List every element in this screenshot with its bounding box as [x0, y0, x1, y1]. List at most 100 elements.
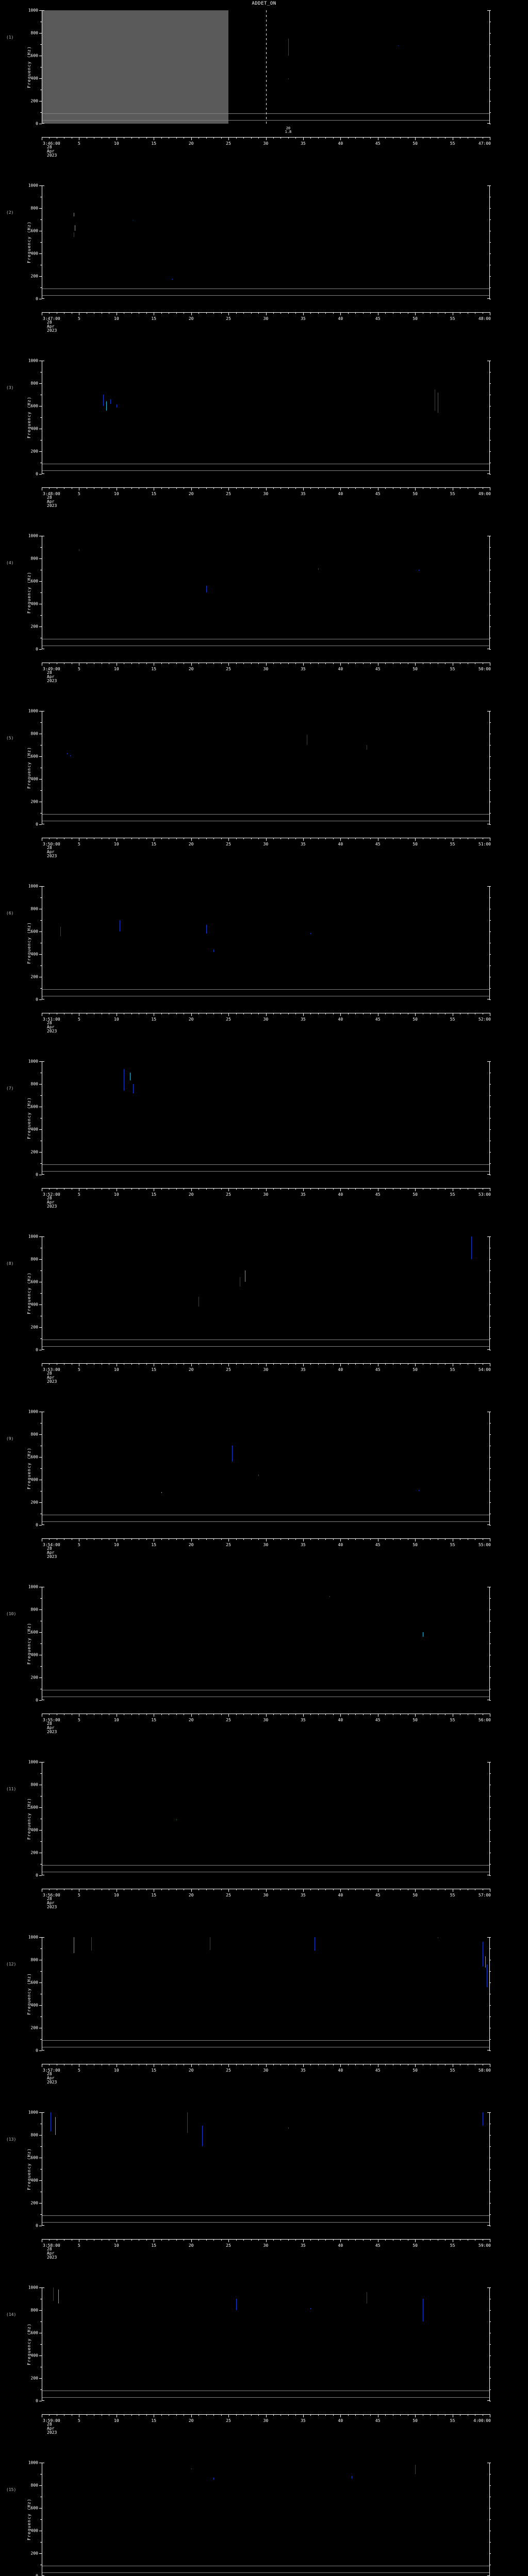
spectrogram-panel[interactable]: 0 200 400 600 800 1000 (7) Frequency (Hz): [0, 1059, 528, 1177]
x-tick-label: 20: [188, 2418, 194, 2423]
x-tick-minor: [295, 137, 296, 139]
x-axis[interactable]: 3:53:00 5 10 15 20 25 30 35 40 45 50 55 54:00 28 Apr 20…: [0, 1363, 528, 1384]
x-axis[interactable]: 3:46:00 5 10 15 20 25 30 35 40 45 50 55 47:00 28 Apr 20…: [0, 137, 528, 158]
plot-area[interactable]: [42, 1587, 490, 1700]
x-tick-minor: [49, 1538, 50, 1540]
x-axis[interactable]: 3:57:00 5 10 15 20 25 30 35 40 45 50 55 58:00 28 Apr 20…: [0, 2064, 528, 2084]
x-tick-minor: [430, 1714, 431, 1715]
y-tick-label: 0: [36, 1172, 38, 1177]
plot-area[interactable]: [42, 1236, 490, 1350]
date-line-1: 28: [47, 1371, 52, 1376]
x-axis[interactable]: 3:49:00 5 10 15 20 25 30 35 40 45 50 55 50:00 28 Apr 20…: [0, 663, 528, 683]
spectrogram-panel[interactable]: 0 200 400 600 800 1000 (10) Frequency (Hz): [0, 1584, 528, 1703]
y-tick-minor: [40, 1841, 42, 1842]
spectrogram-panel[interactable]: 0 200 400 600 800 1000 (8) Frequency (Hz): [0, 1234, 528, 1352]
y-tick-minor-right: [489, 1338, 491, 1339]
plot-area[interactable]: [42, 1412, 490, 1525]
spectrogram-panel[interactable]: 0 200 400 600 800 1000 (9) Frequency (Hz): [0, 1410, 528, 1528]
y-tick-label: 1000: [28, 1584, 38, 1589]
spectrogram-panel[interactable]: 0 200 400 600 800 1000 (4) Frequency (Hz): [0, 534, 528, 652]
x-tick-label: 15: [151, 667, 157, 671]
plot-area[interactable]: [42, 185, 490, 299]
x-tick-label: 35: [301, 141, 306, 146]
x-tick: [266, 2414, 267, 2417]
x-tick: [303, 838, 304, 841]
spectrogram-panel[interactable]: 0 200 400 600 800 1000 (6) Frequency (Hz): [0, 884, 528, 1002]
panel-index-label: (9): [6, 1436, 14, 1442]
spectrogram-panel[interactable]: 0 200 400 600 800 1000 (5) Frequency (Hz): [0, 709, 528, 827]
plot-area[interactable]: [42, 10, 490, 124]
x-axis[interactable]: 3:56:00 5 10 15 20 25 30 35 40 45 50 55 57:00 28 Apr 20…: [0, 1889, 528, 1909]
spectrogram-panel[interactable]: 0 200 400 600 800 1000 (13) Frequency (Hz): [0, 2110, 528, 2228]
x-tick-minor: [400, 1889, 401, 1890]
spectrogram-panel[interactable]: 0 200 400 600 800 1000 (12) Frequency (Hz): [0, 1935, 528, 2053]
x-tick-label: 45: [375, 1367, 381, 1372]
y-tick-label: 0: [36, 121, 38, 126]
plot-area[interactable]: [42, 1762, 490, 1875]
y-tick: [39, 886, 42, 887]
axis-corner: [487, 1236, 490, 1237]
plot-area[interactable]: [42, 1061, 490, 1175]
y-tick-minor-right: [489, 1948, 491, 1949]
y-tick-label: 400: [30, 2003, 38, 2008]
y-tick: [39, 1830, 42, 1831]
date-line-1: 28: [47, 1196, 52, 1200]
plot-area[interactable]: [42, 536, 490, 649]
y-tick-right: [489, 1502, 491, 1503]
x-axis[interactable]: 3:55:00 5 10 15 20 25 30 35 40 45 50 55 56:00 28 Apr 20…: [0, 1714, 528, 1734]
reference-line: [42, 2572, 490, 2573]
x-tick-minor: [243, 1538, 244, 1540]
x-tick-minor: [176, 838, 177, 839]
x-tick-minor: [273, 1363, 274, 1365]
x-axis[interactable]: 3:52:00 5 10 15 20 25 30 35 40 45 50 55 53:00 28 Apr 20…: [0, 1188, 528, 1209]
x-axis[interactable]: 3:47:00 5 10 15 20 25 30 35 40 45 50 55 48:00 28 Apr 20…: [0, 312, 528, 333]
y-tick-right: [489, 1457, 491, 1458]
plot-area[interactable]: [42, 2463, 490, 2576]
spectrogram-panel[interactable]: 0 200 400 600 800 1000 (14) Frequency (Hz): [0, 2285, 528, 2403]
x-axis[interactable]: 3:48:00 5 10 15 20 25 30 35 40 45 50 55 49:00 28 Apr 20…: [0, 487, 528, 508]
x-tick-minor: [236, 1889, 237, 1890]
x-axis[interactable]: 3:51:00 5 10 15 20 25 30 35 40 45 50 55 52:00 28 Apr 20…: [0, 1013, 528, 1033]
x-tick: [340, 137, 341, 140]
x-axis[interactable]: 3:50:00 5 10 15 20 25 30 35 40 45 50 55 51:00 28 Apr 20…: [0, 838, 528, 858]
axis-corner: [42, 886, 44, 887]
x-tick-label: 35: [301, 2068, 306, 2073]
y-tick: [39, 2287, 42, 2288]
x-tick-minor: [280, 1538, 282, 1540]
spectrogram-panel[interactable]: 0 200 400 600 800 1000 (1) Frequency (Hz) 20 1.8: [0, 8, 528, 134]
plot-area[interactable]: [42, 886, 490, 999]
x-tick-minor: [146, 312, 147, 314]
spectrogram-panel[interactable]: 0 200 400 600 800 1000 (15) Frequency (Hz): [0, 2461, 528, 2576]
y-tick-minor: [40, 722, 42, 723]
y-tick-right: [489, 2287, 491, 2288]
y-tick: [39, 1061, 42, 1062]
plot-area[interactable]: [42, 2112, 490, 2226]
x-axis[interactable]: 3:54:00 5 10 15 20 25 30 35 40 45 50 55 55:00 28 Apr 20…: [0, 1538, 528, 1559]
x-axis[interactable]: 3:58:00 5 10 15 20 25 30 35 40 45 50 55 59:00 28 Apr 20…: [0, 2239, 528, 2260]
detection-mark: [176, 1819, 177, 1821]
panel-index-label: (11): [6, 1787, 16, 1792]
x-axis[interactable]: 3:59:00 5 10 15 20 25 30 35 40 45 50 55 4:00:00 28 Apr…: [0, 2414, 528, 2435]
x-tick-minor: [445, 2239, 446, 2241]
x-tick-label: 55: [450, 2418, 455, 2423]
plot-area[interactable]: [42, 361, 490, 474]
plot-area[interactable]: [42, 2287, 490, 2401]
y-tick-right: [489, 2050, 491, 2051]
spectrogram-panel[interactable]: 0 200 400 600 800 1000 (11) Frequency (Hz): [0, 1760, 528, 1878]
x-tick-minor: [49, 1188, 50, 1190]
y-tick-minor: [40, 2344, 42, 2345]
plot-area[interactable]: [42, 711, 490, 824]
panel-index-label: (1): [6, 35, 14, 40]
spectrogram-panel[interactable]: 0 200 400 600 800 1000 (3) Frequency (Hz): [0, 359, 528, 477]
y-tick-minor-right: [489, 242, 491, 243]
plot-area[interactable]: [42, 1937, 490, 2050]
x-tick-label: 50: [412, 2068, 418, 2073]
x-tick: [303, 1889, 304, 1892]
x-tick-minor: [251, 312, 252, 314]
x-tick-minor: [161, 1714, 162, 1715]
x-tick: [303, 1013, 304, 1016]
spectrogram-panel[interactable]: 0 200 400 600 800 1000 (2) Frequency (Hz): [0, 183, 528, 301]
x-tick-label: 40: [338, 141, 343, 146]
x-tick-label: 25: [226, 667, 231, 671]
x-tick-minor: [49, 838, 50, 839]
